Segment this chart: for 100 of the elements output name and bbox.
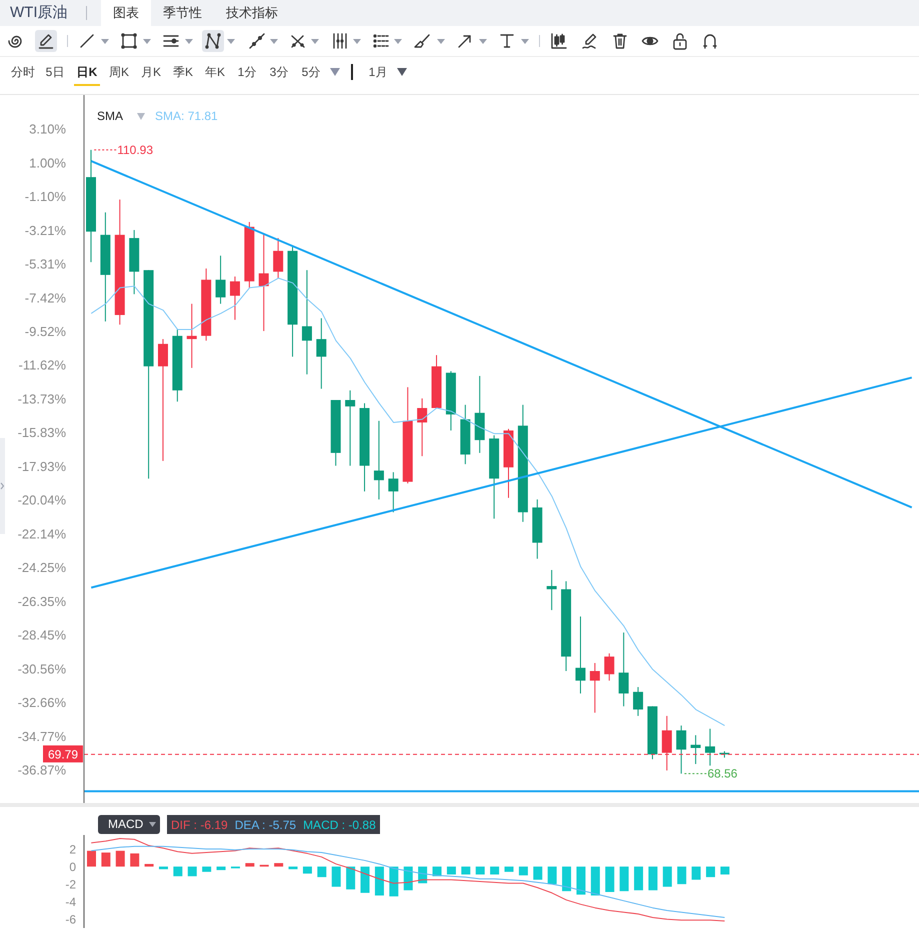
y-tick-label: -7.42% (24, 290, 66, 306)
bar (332, 866, 341, 887)
bar (274, 863, 284, 867)
bar (188, 866, 197, 876)
y-tick-label: -24.25% (18, 560, 66, 576)
text: MACD : -0.88 (303, 818, 376, 832)
bar (202, 866, 212, 872)
bar (476, 866, 485, 874)
bar (720, 866, 730, 874)
y-tick-label: -26.35% (18, 594, 66, 609)
candlestick (633, 686, 644, 716)
bar (404, 866, 413, 890)
y-tick-label: -22.14% (18, 526, 66, 542)
text: 日K (76, 65, 98, 79)
y-tick-label: -4 (65, 894, 76, 909)
y-tick-label: 3.10% (29, 122, 66, 137)
annotation: 110.93 (117, 142, 154, 157)
text: 年K (204, 65, 225, 79)
candlestick (618, 632, 629, 707)
y-tick-label: -1.10% (24, 188, 66, 204)
y-tick-label: -5.31% (24, 256, 66, 272)
text: WTI原油 (10, 4, 68, 21)
chart-title: MACD (108, 817, 144, 831)
candlestick (374, 420, 384, 500)
bar (548, 866, 557, 884)
bar (490, 866, 500, 874)
bar (692, 866, 701, 880)
y-tick-label: -6 (65, 912, 76, 926)
candlestick (604, 652, 614, 682)
bar (346, 866, 356, 890)
y-tick-label: -13.73% (18, 392, 66, 406)
candlestick (417, 398, 428, 457)
bar (302, 866, 312, 874)
series-label: DEA : -5.75 (234, 818, 296, 832)
text: 5日 (46, 65, 64, 79)
candlestick (690, 734, 701, 765)
text: SMA: 71.81 (155, 109, 218, 123)
candlestick (302, 270, 312, 375)
bar (288, 866, 298, 870)
bar (360, 866, 370, 893)
text: 周K (108, 65, 129, 79)
candlestick (345, 390, 356, 466)
bar (389, 866, 398, 896)
y-tick-label: -28.45% (18, 628, 66, 643)
y-tick-label: -2 (65, 877, 76, 892)
candlestick (230, 276, 240, 320)
text: 季节性 (163, 5, 202, 20)
annotation: 68.56 (707, 766, 738, 781)
candlestick (316, 318, 326, 390)
bar (173, 866, 182, 876)
legend-title: SMA (97, 109, 124, 123)
bar (374, 866, 384, 896)
bar (518, 866, 528, 876)
candlestick (705, 728, 716, 766)
bar (620, 866, 629, 892)
bar (634, 866, 644, 890)
candlestick (590, 662, 600, 714)
text: 月K (140, 65, 161, 79)
bar (130, 853, 140, 867)
text: 图表 (113, 5, 139, 20)
y-tick-label: -17.93% (18, 458, 66, 474)
y-tick-label: -34.77% (18, 728, 66, 744)
text: 季K (172, 65, 193, 79)
y-tick-label: -36.87% (18, 762, 66, 778)
bar (662, 866, 672, 887)
bar (533, 866, 542, 880)
candlestick (158, 338, 168, 462)
bar (87, 850, 96, 867)
text: 1月 (368, 65, 388, 79)
text: 69.79 (48, 747, 78, 762)
text: 1分 (238, 65, 256, 79)
y-tick-label: 2 (69, 842, 76, 856)
candlestick (216, 255, 226, 304)
text: 技术指标 (226, 5, 278, 20)
series-label: DIF : -6.19 (171, 818, 228, 832)
bar (562, 866, 572, 892)
candlestick (388, 472, 398, 513)
bar (158, 866, 168, 870)
bar (677, 866, 686, 884)
bar (504, 866, 514, 872)
bar (216, 866, 226, 870)
bar (144, 864, 154, 867)
y-tick-label: -3.21% (24, 222, 66, 238)
bar (116, 850, 125, 867)
y-tick-label: 0 (69, 860, 76, 874)
bar (461, 866, 470, 874)
y-tick-label: -30.56% (18, 661, 66, 676)
candlestick (575, 616, 586, 694)
candlestick (258, 232, 269, 332)
bar (446, 866, 456, 874)
y-tick-label: -32.66% (18, 695, 66, 710)
text: 5分 (302, 65, 320, 79)
bar (648, 866, 658, 890)
candlestick (546, 569, 557, 611)
candlestick (273, 238, 284, 279)
bar (245, 863, 254, 867)
candlestick (676, 725, 686, 774)
y-tick-label: -9.52% (24, 324, 66, 339)
y-tick-label: 1.00% (29, 155, 66, 170)
bar (590, 866, 600, 896)
